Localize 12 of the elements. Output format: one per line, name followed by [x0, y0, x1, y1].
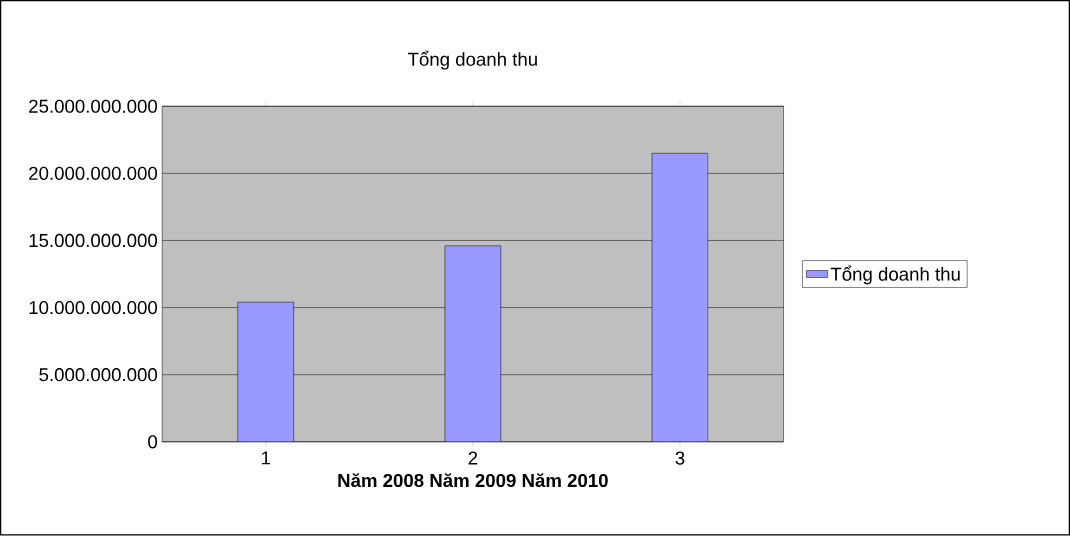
- y-tick-label: 5.000.000.000: [39, 368, 158, 382]
- y-tick-label: 20.000.000.000: [29, 166, 158, 181]
- y-tick-label: 15.000.000.000: [29, 234, 158, 248]
- x-tick-label: 3: [675, 451, 685, 465]
- x-tick-label: 1: [261, 451, 271, 465]
- legend-label: Tổng doanh thu: [830, 265, 960, 285]
- y-tick-label: 25.000.000.000: [29, 99, 158, 114]
- x-axis-title: Năm 2008 Năm 2009 Năm 2010: [338, 473, 608, 488]
- x-tick-label: 2: [468, 451, 478, 465]
- y-tick-label: 0: [148, 435, 158, 449]
- chart-title: Tổng doanh thu: [407, 50, 537, 70]
- y-tick-label: 10.000.000.000: [29, 301, 158, 315]
